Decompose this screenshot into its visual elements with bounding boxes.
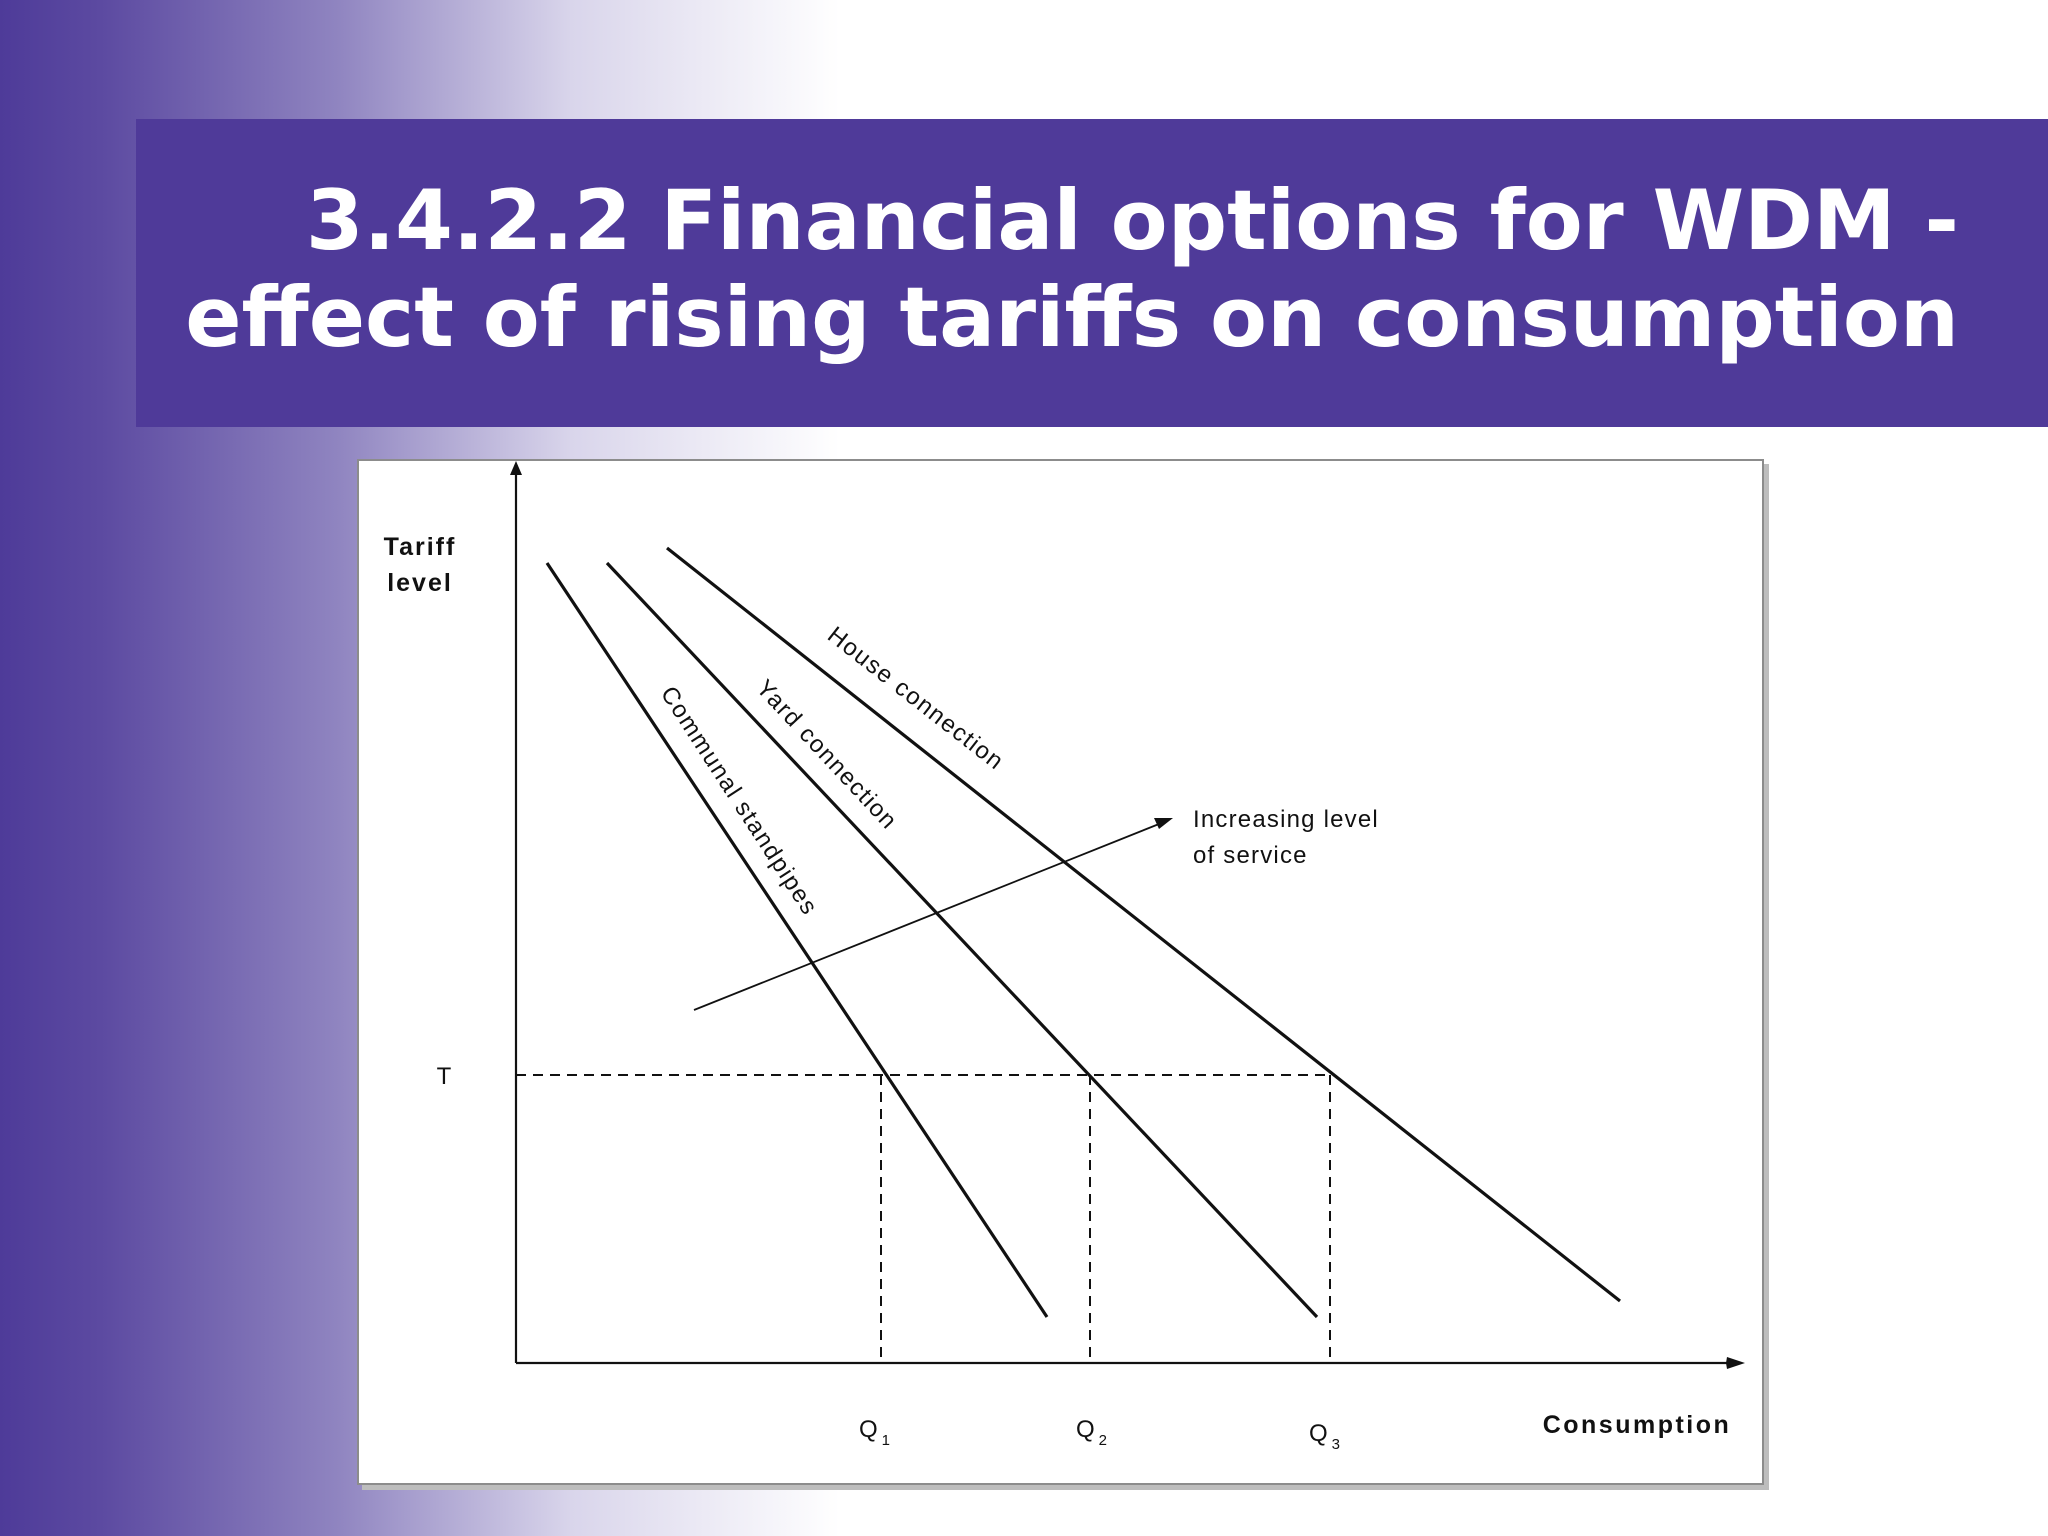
service-level-arrow [693, 823, 1160, 1011]
q3-label-main: Q [1309, 1420, 1328, 1447]
house-connection-label: House connection [822, 621, 1009, 775]
service-arrow-label-line-2: of service [1193, 842, 1308, 869]
title-band [136, 119, 2048, 427]
communal-standpipes-curve [545, 562, 1049, 1318]
y-axis-arrowhead [510, 461, 522, 475]
q1-label-subscript: 1 [882, 1432, 890, 1449]
diagram-card: Tariff level Consumption T Communal stan… [357, 459, 1764, 1485]
slide-title-line-2: effect of rising tariffs on consumption [185, 269, 1959, 366]
x-axis-label: Consumption [1543, 1411, 1732, 1439]
yard-connection-label: Yard connection [751, 675, 903, 835]
y-axis-label-line-2: level [387, 569, 453, 597]
q3-label-subscript: 3 [1332, 1436, 1340, 1453]
service-level-arrowhead [1154, 818, 1173, 829]
tariff-consumption-diagram: Tariff level Consumption T Communal stan… [384, 461, 1745, 1453]
y-axis-label-line-1: Tariff [384, 533, 457, 561]
q2-label-main: Q [1076, 1416, 1095, 1443]
slide-title-line-1: 3.4.2.2 Financial options for WDM - [305, 172, 1959, 269]
house-connection-curve [666, 546, 1621, 1303]
q2-label-subscript: 2 [1099, 1432, 1107, 1449]
tariff-marker-label: T [437, 1063, 452, 1090]
service-arrow-label-line-1: Increasing level [1193, 806, 1379, 833]
x-axis-arrowhead [1726, 1357, 1727, 1369]
q1-label-main: Q [859, 1416, 878, 1443]
yard-connection-curve [605, 561, 1319, 1319]
x-axis-arrowhead-tip [1727, 1357, 1745, 1369]
slide-title: 3.4.2.2 Financial options for WDM - effe… [185, 172, 1959, 366]
